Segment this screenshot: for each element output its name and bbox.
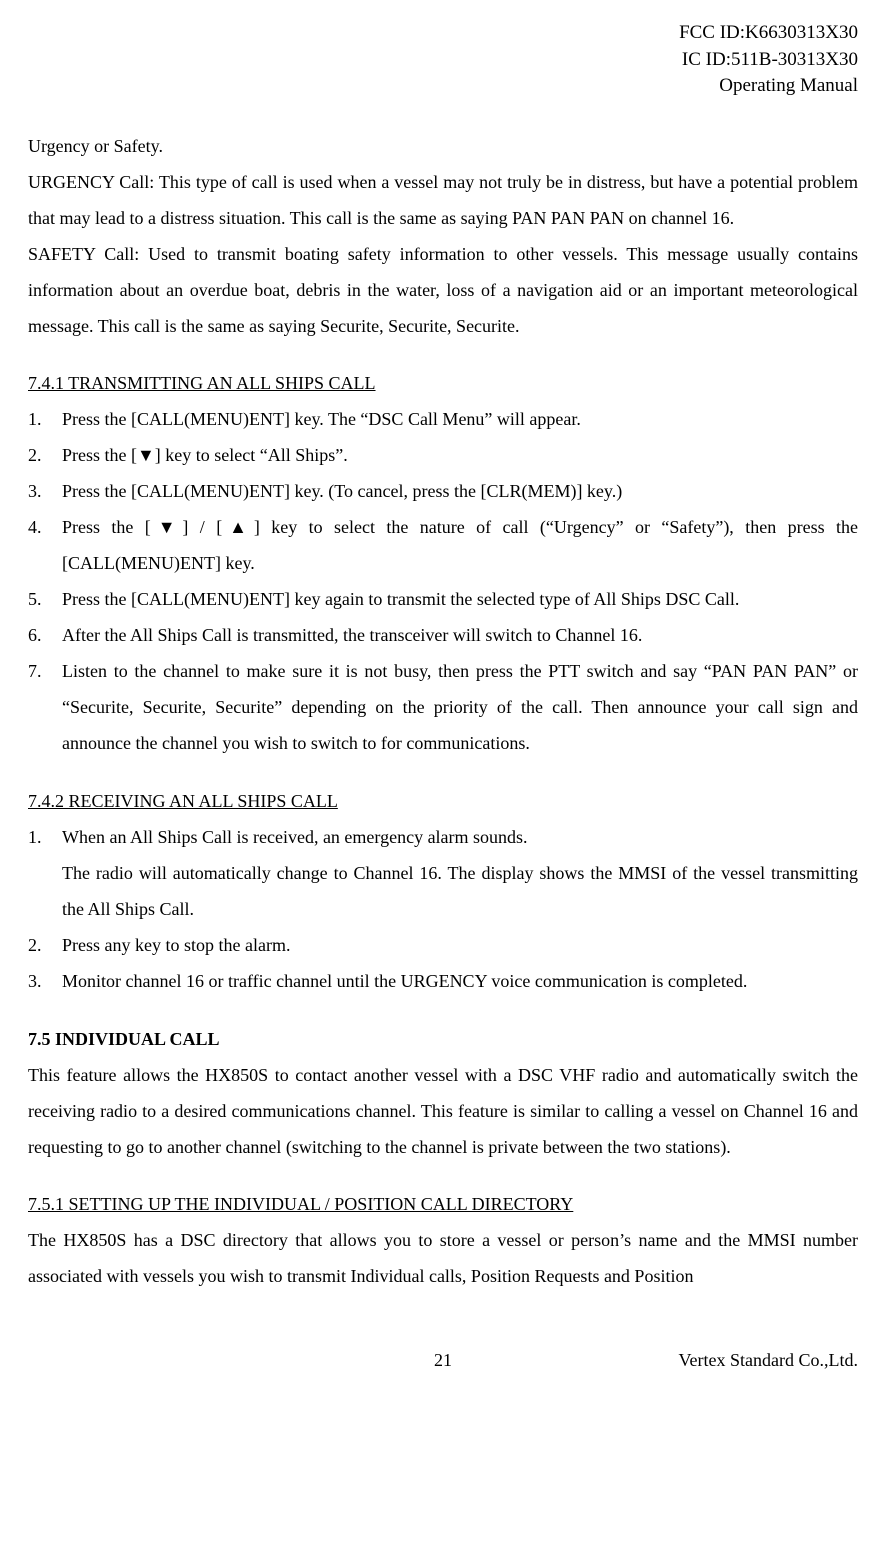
doc-header: FCC ID:K6630313X30 IC ID:511B-30313X30 O… [28, 20, 858, 100]
list-text: When an All Ships Call is received, an e… [62, 819, 858, 927]
spacer [28, 999, 858, 1021]
list-item: 1.Press the [CALL(MENU)ENT] key. The “DS… [28, 401, 858, 437]
intro-urgency: URGENCY Call: This type of call is used … [28, 164, 858, 236]
list-num: 4. [28, 509, 62, 545]
intro-safety: SAFETY Call: Used to transmit boating sa… [28, 236, 858, 344]
company-name: Vertex Standard Co.,Ltd. [581, 1342, 858, 1378]
spacer [28, 761, 858, 783]
list-text: Press the [CALL(MENU)ENT] key again to t… [62, 581, 858, 617]
list-742: 1.When an All Ships Call is received, an… [28, 819, 858, 999]
list-item: 3.Press the [CALL(MENU)ENT] key. (To can… [28, 473, 858, 509]
doc-title: Operating Manual [28, 73, 858, 100]
ic-id: IC ID:511B-30313X30 [28, 47, 858, 74]
list-text: Listen to the channel to make sure it is… [62, 653, 858, 761]
list-text: Press any key to stop the alarm. [62, 927, 858, 963]
list-item: 4.Press the [▼] / [▲] key to select the … [28, 509, 858, 581]
list-text: Press the [▼] key to select “All Ships”. [62, 437, 858, 473]
list-item: 5.Press the [CALL(MENU)ENT] key again to… [28, 581, 858, 617]
intro-line1: Urgency or Safety. [28, 128, 858, 164]
fcc-id: FCC ID:K6630313X30 [28, 20, 858, 47]
page-number: 21 [305, 1342, 582, 1378]
heading-741: 7.4.1 TRANSMITTING AN ALL SHIPS CALL [28, 365, 858, 401]
list-num: 2. [28, 927, 62, 963]
list-741: 1.Press the [CALL(MENU)ENT] key. The “DS… [28, 401, 858, 761]
list-item: 2.Press any key to stop the alarm. [28, 927, 858, 963]
list-text: Press the [▼] / [▲] key to select the na… [62, 509, 858, 581]
list-num: 5. [28, 581, 62, 617]
heading-75: 7.5 INDIVIDUAL CALL [28, 1021, 858, 1057]
para-75: This feature allows the HX850S to contac… [28, 1057, 858, 1165]
list-num: 7. [28, 653, 62, 689]
spacer [28, 1165, 858, 1187]
list-item: 3.Monitor channel 16 or traffic channel … [28, 963, 858, 999]
list-item: 2.Press the [▼] key to select “All Ships… [28, 437, 858, 473]
doc-footer: 21 Vertex Standard Co.,Ltd. [28, 1342, 858, 1378]
list-num: 6. [28, 617, 62, 653]
list-item: 1.When an All Ships Call is received, an… [28, 819, 858, 927]
list-item: 6.After the All Ships Call is transmitte… [28, 617, 858, 653]
list-item: 7.Listen to the channel to make sure it … [28, 653, 858, 761]
list-text: Monitor channel 16 or traffic channel un… [62, 963, 858, 999]
heading-751: 7.5.1 SETTING UP THE INDIVIDUAL / POSITI… [28, 1186, 858, 1222]
list-num: 1. [28, 401, 62, 437]
list-num: 3. [28, 963, 62, 999]
list-text: After the All Ships Call is transmitted,… [62, 617, 858, 653]
para-751: The HX850S has a DSC directory that allo… [28, 1222, 858, 1294]
list-num: 1. [28, 819, 62, 855]
list-text: Press the [CALL(MENU)ENT] key. The “DSC … [62, 401, 858, 437]
spacer [28, 344, 858, 366]
heading-742: 7.4.2 RECEIVING AN ALL SHIPS CALL [28, 783, 858, 819]
list-num: 3. [28, 473, 62, 509]
list-text: Press the [CALL(MENU)ENT] key. (To cance… [62, 473, 858, 509]
list-num: 2. [28, 437, 62, 473]
